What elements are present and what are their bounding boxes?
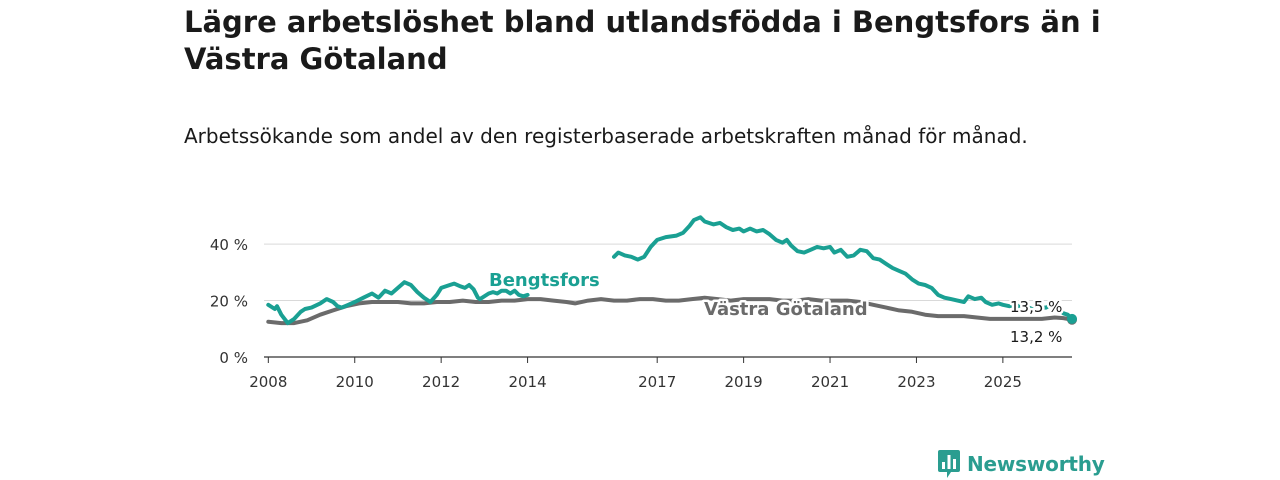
series-line-bengtsfors	[266, 215, 1074, 326]
end-point-bengtsfors	[1067, 313, 1077, 324]
x-tick-label: 2023	[897, 373, 935, 391]
x-tick-label: 2017	[638, 373, 676, 391]
series-labels: Bengtsfors Västra Götaland 13,5 % 13,2 %	[487, 268, 1065, 349]
x-tick-label: 2025	[984, 373, 1022, 391]
x-tick-label: 2012	[422, 373, 460, 391]
chart-subtitle: Arbetssökande som andel av den registerb…	[184, 124, 1028, 148]
x-tick-label: 2010	[336, 373, 374, 391]
series-lines	[266, 215, 1077, 326]
x-tick-label: 2008	[249, 373, 287, 391]
end-value-label-vastra-gotaland: 13,2 %	[1010, 328, 1062, 346]
y-tick-label: 40 %	[210, 236, 248, 254]
y-tick-label: 20 %	[210, 293, 248, 311]
chart-title: Lägre arbetslöshet bland utlandsfödda i …	[184, 5, 1101, 76]
brand-logo: Newsworthy	[937, 449, 1105, 479]
series-line-vastra-gotaland	[266, 295, 1074, 326]
bar-chart-icon	[938, 450, 960, 478]
end-value-label-bengtsfors: 13,5 %	[1010, 298, 1062, 316]
y-axis: 0 % 20 % 40 %	[210, 236, 248, 367]
x-axis: 2008 2010 2012 2014 2017 2019 2021 2023 2025	[249, 357, 1022, 391]
x-tick-label: 2021	[811, 373, 849, 391]
line-chart: 2008 2010 2012 2014 2017 2019 2021 2023 2025 0 %…	[210, 215, 1077, 391]
y-tick-label: 0 %	[219, 349, 248, 367]
series-label-bengtsfors: Bengtsfors	[489, 270, 600, 291]
x-tick-label: 2019	[725, 373, 763, 391]
x-tick-label: 2014	[508, 373, 546, 391]
brand-name: Newsworthy	[967, 452, 1105, 476]
series-label-vastra-gotaland: Västra Götaland	[704, 299, 868, 320]
